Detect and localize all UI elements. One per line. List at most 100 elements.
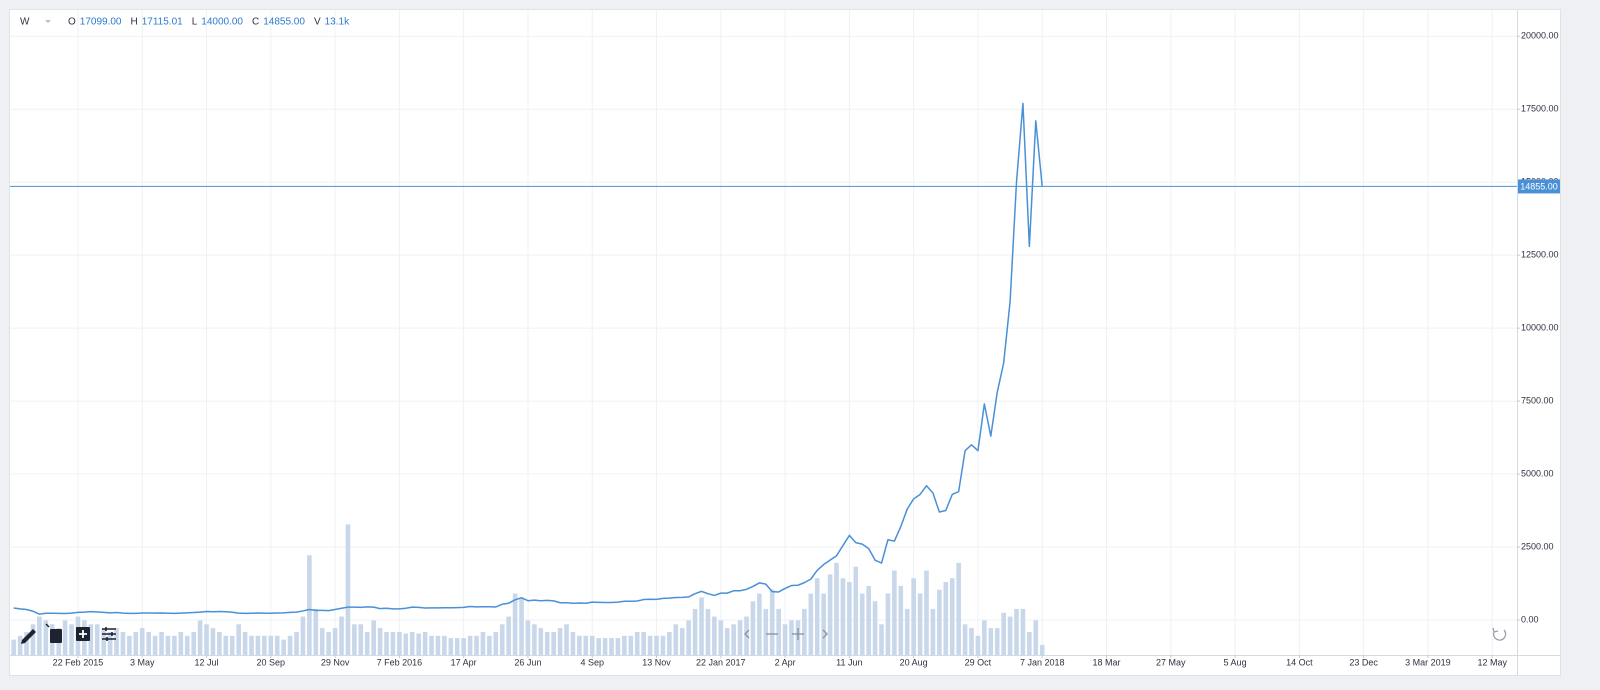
volume-bar <box>159 631 164 655</box>
scroll-left[interactable] <box>744 629 750 639</box>
volume-bar <box>11 639 16 655</box>
volume-bar <box>480 631 486 655</box>
field-key: V <box>314 17 321 28</box>
volume-bar <box>821 593 826 655</box>
volume-bar <box>564 624 569 655</box>
volume-bar <box>242 631 248 655</box>
volume-bar <box>326 631 331 655</box>
x-tick-label: 22 Jan 2017 <box>696 657 746 667</box>
interval-dropdown[interactable] <box>45 20 51 23</box>
volume-bar <box>943 582 949 655</box>
volume-bar <box>422 631 428 655</box>
field-value: 17099.00 <box>80 17 122 28</box>
volume-bar <box>429 635 434 655</box>
volume-bar <box>255 635 261 655</box>
volume-bar <box>596 638 601 655</box>
volume-bar <box>191 631 196 655</box>
volume-bar <box>885 593 891 655</box>
x-tick-label: 2 Apr <box>775 657 796 667</box>
volume-bar <box>705 608 711 655</box>
volume-bar <box>583 635 589 655</box>
x-tick-label: 29 Oct <box>965 657 992 667</box>
draw-tool[interactable] <box>21 629 36 644</box>
field-key: C <box>252 17 259 28</box>
y-tick-label: 5000.00 <box>1521 468 1554 478</box>
volume-bar <box>236 624 241 655</box>
volume-bar <box>686 620 691 655</box>
volume-bar <box>493 631 499 655</box>
volume-bar <box>853 566 859 655</box>
interval[interactable]: W <box>20 17 30 28</box>
reset-chart[interactable] <box>1492 627 1507 641</box>
volume-bar <box>184 635 190 655</box>
y-tick-label: 7500.00 <box>1521 395 1554 405</box>
volume-bar <box>692 608 698 655</box>
volume-bar <box>1014 608 1019 655</box>
volume-bar <box>94 624 100 655</box>
volume-bar <box>789 620 794 655</box>
volume-bar <box>229 635 235 655</box>
x-tick-label: 26 Jun <box>514 657 541 667</box>
field-value: 17115.01 <box>142 17 183 28</box>
volume-bar <box>879 624 884 655</box>
x-tick-label: 20 Aug <box>900 657 928 667</box>
volume-bar <box>930 608 936 655</box>
volume-bar <box>448 638 454 655</box>
volume-bar <box>949 578 955 655</box>
volume-bar <box>782 624 788 655</box>
field-key: H <box>131 17 138 28</box>
volume-bar <box>409 631 415 655</box>
volume-bar <box>551 631 556 655</box>
volume-bar <box>731 624 736 655</box>
volume-bar <box>294 631 299 655</box>
scroll-right[interactable] <box>822 629 828 639</box>
field-value: 13.1k <box>325 17 350 28</box>
y-tick-label: 0.00 <box>1521 614 1539 624</box>
volume-bar <box>307 555 312 655</box>
volume-bar <box>24 631 29 655</box>
volume-bar <box>461 638 466 655</box>
volume-bar <box>442 635 447 655</box>
volume-bar <box>217 631 222 655</box>
volume-bar <box>898 585 904 655</box>
volume-bar <box>178 631 184 655</box>
volume-bar <box>339 616 344 655</box>
volume-bar <box>904 608 910 655</box>
x-tick-label: 27 May <box>1156 657 1186 667</box>
volume-bar <box>679 628 685 655</box>
x-tick-label: 7 Feb 2016 <box>377 657 423 667</box>
volume-bar <box>776 608 781 655</box>
volume-bar <box>197 620 203 655</box>
volume-bar <box>114 628 119 655</box>
x-tick-label: 3 Mar 2019 <box>1405 657 1451 667</box>
x-tick-label: 23 Dec <box>1349 657 1378 667</box>
volume-bar <box>499 624 505 655</box>
volume-bar <box>345 524 351 655</box>
volume-bar <box>62 620 68 655</box>
settings-tool[interactable] <box>102 627 116 641</box>
volume-bar <box>107 631 113 655</box>
volume-bar <box>69 624 74 655</box>
x-tick-label: 7 Jan 2018 <box>1020 657 1065 667</box>
volume-bar <box>763 608 769 655</box>
volume-bar <box>847 582 852 655</box>
x-tick-label: 3 May <box>130 657 155 667</box>
volume-bar <box>287 635 293 655</box>
volume-bar <box>364 631 370 655</box>
volume-bar <box>975 635 981 655</box>
field-value: 14855.00 <box>263 17 305 28</box>
volume-bar <box>962 624 968 655</box>
volume-bar <box>834 562 839 655</box>
field-key: O <box>68 17 76 28</box>
y-tick-label: 2500.00 <box>1521 541 1554 551</box>
zoom-in[interactable] <box>792 628 804 640</box>
x-tick-label: 22 Feb 2015 <box>53 657 104 667</box>
volume-bar <box>146 631 151 655</box>
volume-bar <box>152 635 158 655</box>
volume-bar <box>802 608 807 655</box>
indicator-tool[interactable] <box>50 629 62 643</box>
volume-bar <box>544 631 550 655</box>
axes: 0.00 2500.00 5000.00 7500.00 10000.00 12500.0… <box>53 31 1560 667</box>
volume-bar <box>487 635 492 655</box>
volume-bar <box>165 635 171 655</box>
